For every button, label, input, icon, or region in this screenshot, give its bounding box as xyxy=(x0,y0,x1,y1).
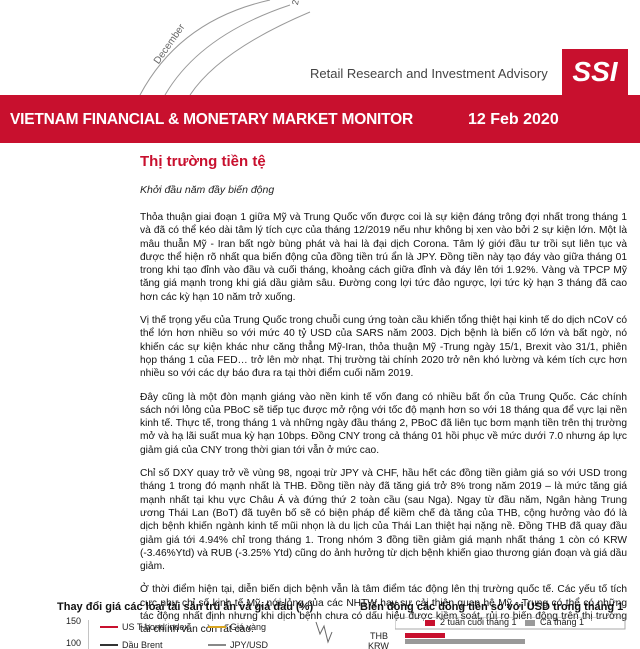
paragraph: Vị thế trọng yếu của Trung Quốc trong ch… xyxy=(140,315,627,380)
section-heading: Thị trường tiền tệ xyxy=(140,153,266,170)
paragraph: Chỉ số DXY quay trở về vùng 98, ngoại tr… xyxy=(140,468,627,573)
calendar-graphic xyxy=(139,0,311,95)
figure-title: Biến động các đồng tiền so với USD trong… xyxy=(360,601,624,613)
figure-title: Thay đổi giá các loại tài sản trú ẩn và … xyxy=(57,601,314,613)
banner xyxy=(0,95,640,143)
tick-label: 100 xyxy=(66,638,82,648)
body-text: Thỏa thuận giai đoạn 1 giữa Mỹ và Trung … xyxy=(140,211,627,647)
paragraph: Thỏa thuận giai đoạn 1 giữa Mỹ và Trung … xyxy=(140,212,627,303)
legend-entry: US T-bond index xyxy=(122,622,189,632)
tick-label: 150 xyxy=(66,616,82,626)
legend-entry: Cả tháng 1 xyxy=(540,617,585,627)
legend-entry: 2 tuần cuối tháng 1 xyxy=(440,617,517,627)
logo: SSI xyxy=(562,49,628,95)
report-date: 12 Feb 2020 xyxy=(468,111,559,128)
figure-frame xyxy=(395,617,626,644)
category-label: KRW xyxy=(368,641,389,649)
paragraph: Đây cũng là một đòn mạnh giáng vào nền k… xyxy=(140,391,627,456)
legend-entry: Dầu Brent xyxy=(122,640,163,649)
legend-entry: Giá vàng xyxy=(230,622,267,632)
report-title: VIETNAM FINANCIAL & MONETARY MARKET MONI… xyxy=(10,111,414,128)
paragraph: Ở thời điểm hiện tại, diễn biến dịch bện… xyxy=(140,584,627,636)
tagline: Retail Research and Investment Advisory xyxy=(310,66,548,81)
category-label: THB xyxy=(370,631,388,641)
section-subheading: Khởi đầu năm đầy biến động xyxy=(140,184,275,196)
legend-entry: JPY/USD xyxy=(230,640,269,649)
figure-frame xyxy=(88,620,333,649)
